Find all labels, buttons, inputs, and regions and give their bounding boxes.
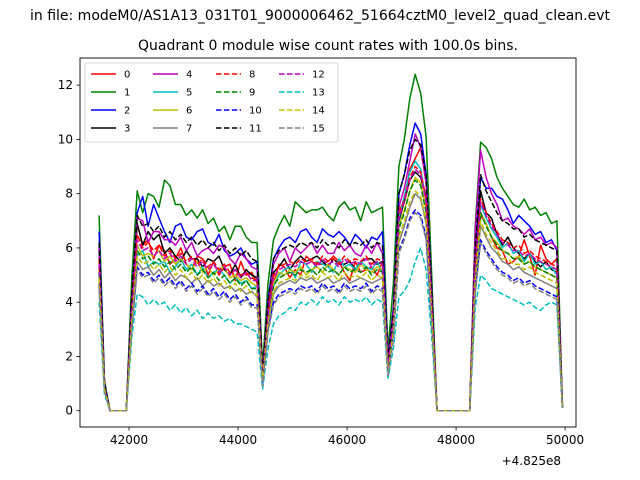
legend-label-15: 15 <box>312 124 325 135</box>
x-tick-label: 48000 <box>437 433 475 447</box>
series-line-10 <box>98 209 564 412</box>
series-line-14 <box>98 190 564 412</box>
legend-frame <box>84 62 339 143</box>
x-tick-label: 46000 <box>328 433 366 447</box>
y-tick-label: 10 <box>58 132 73 146</box>
chart-title: Quadrant 0 module wise count rates with … <box>138 38 518 54</box>
legend-label-5: 5 <box>186 88 192 99</box>
series-line-1 <box>98 73 564 412</box>
legend-label-6: 6 <box>186 106 192 117</box>
legend-label-13: 13 <box>312 88 325 99</box>
axes-frame <box>79 57 577 428</box>
y-axis: 0 2 4 6 8 10 12 <box>58 78 80 418</box>
legend-label-4: 4 <box>186 70 192 81</box>
series-line-13 <box>98 247 564 412</box>
y-tick-label: 4 <box>65 295 73 309</box>
legend-label-9: 9 <box>249 88 255 99</box>
legend-label-3: 3 <box>124 124 130 135</box>
series-line-8 <box>98 165 564 412</box>
x-tick-label: 42000 <box>110 433 148 447</box>
series-line-2 <box>98 122 564 412</box>
x-tick-label: 44000 <box>219 433 257 447</box>
legend-label-10: 10 <box>249 106 262 117</box>
plot-lines <box>98 73 564 412</box>
x-axis: 42000 44000 46000 48000 50000 <box>110 427 584 447</box>
legend-label-14: 14 <box>312 106 325 117</box>
series-line-6 <box>98 176 564 412</box>
series-line-5 <box>98 160 564 412</box>
series-line-11 <box>98 138 564 412</box>
legend-label-2: 2 <box>124 106 130 117</box>
legend-label-11: 11 <box>249 124 262 135</box>
y-tick-label: 8 <box>65 187 73 201</box>
x-tick-label: 50000 <box>546 433 584 447</box>
series-line-9 <box>98 179 564 412</box>
series-line-15 <box>98 211 564 412</box>
legend-label-7: 7 <box>186 124 192 135</box>
figure-suptitle: in file: modeM0/AS1A13_031T01_9000006462… <box>30 8 611 24</box>
legend-label-8: 8 <box>249 70 255 81</box>
series-line-7 <box>98 192 564 412</box>
y-tick-label: 6 <box>65 241 73 255</box>
x-offset-label: +4.825e8 <box>502 454 561 468</box>
y-tick-label: 12 <box>58 78 73 92</box>
legend-label-1: 1 <box>124 88 130 99</box>
legend-label-12: 12 <box>312 70 325 81</box>
series-line-12 <box>98 168 564 412</box>
series-line-4 <box>98 133 564 412</box>
y-tick-label: 2 <box>65 349 73 363</box>
legend-label-0: 0 <box>124 70 130 81</box>
y-tick-label: 0 <box>65 404 73 418</box>
